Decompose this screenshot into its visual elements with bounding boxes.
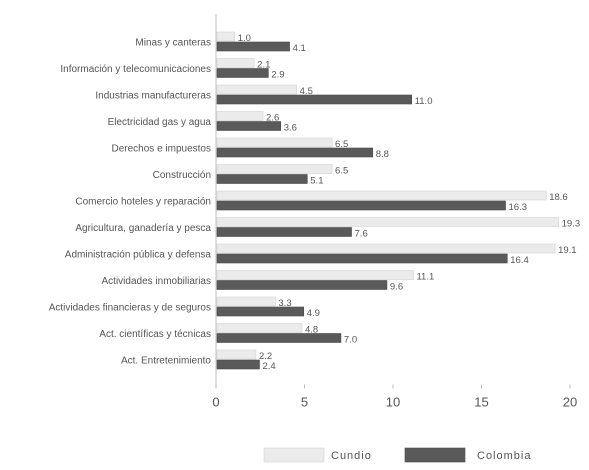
data-label-colombia: 8.8 [376,149,389,160]
bar-colombia [216,68,269,78]
category-label: Agricultura, ganadería y pesca [75,223,211,234]
data-label-colombia: 2.9 [271,70,284,81]
data-label-cundio: 19.3 [562,219,581,230]
category-label: Actividades financieras y de seguros [49,303,211,314]
category-label: Administración pública y defensa [65,250,212,261]
bar-cundio [216,270,414,280]
bar-cundio [216,31,236,42]
data-label-colombia: 7.0 [344,335,357,346]
bars-layer [216,31,559,370]
labels-layer: Minas y canteras 1.0 4.1 Información y tele… [49,33,580,372]
data-label-cundio: 18.6 [549,192,568,203]
category-label: Información y telecomunicaciones [60,64,211,75]
bar-colombia [216,306,305,317]
data-label-colombia: 16.3 [509,202,528,213]
data-label-colombia: 11.0 [415,96,433,107]
data-label-cundio: 2.1 [257,60,270,71]
legend-item-colombia-swatch [404,447,466,463]
data-label-cundio: 3.3 [278,298,291,309]
bar-cundio [216,111,264,121]
category-label: Industrias manufactureras [95,91,211,102]
data-label-cundio: 2.2 [259,351,272,362]
bar-colombia [216,200,506,211]
data-label-cundio: 4.5 [300,86,313,97]
category-label: Comercio hoteles y reparación [75,197,211,208]
legend-item-colombia-label: Colombia [477,450,531,462]
bar-colombia [216,94,412,105]
bar-colombia [216,333,342,343]
category-label: Derechos e impuestos [112,144,212,155]
category-label: Act. Entretenimiento [121,356,211,367]
data-label-cundio: 19.1 [558,245,577,256]
x-tick-label: 5 [301,395,308,410]
x-tick-label: 15 [474,395,488,410]
category-label: Actividades inmobiliarias [102,276,212,287]
data-label-cundio: 4.8 [305,325,318,336]
bar-cundio [216,84,297,95]
data-label-colombia: 4.1 [293,43,306,54]
bar-colombia [216,121,282,131]
bar-cundio [216,349,257,360]
legend-item-cundio-label: Cundio [331,450,372,462]
bar-cundio [216,190,547,201]
bar-cundio [216,323,303,333]
bar-colombia [216,253,508,264]
x-tick-label: 10 [386,395,400,410]
data-label-cundio: 2.6 [266,113,279,124]
data-label-cundio: 6.5 [335,166,348,177]
category-label: Minas y canteras [135,38,211,49]
data-label-cundio: 6.5 [335,139,348,150]
bar-cundio [216,164,333,174]
data-label-cundio: 1.0 [238,33,251,44]
data-label-colombia: 4.9 [307,308,320,319]
x-tick-label: 0 [212,395,219,410]
category-label: Electricidad gas y agua [108,117,212,128]
bar-colombia [216,280,388,290]
category-label: Construcción [153,170,211,181]
bar-colombia [216,359,260,370]
bar-cundio [216,296,276,307]
data-label-colombia: 3.6 [284,123,297,134]
x-tick-label: 20 [563,395,577,410]
category-label: Act. científicas y técnicas [99,329,211,340]
data-label-cundio: 11.1 [416,272,434,283]
bar-cundio [216,58,255,68]
data-label-colombia: 2.4 [262,361,275,372]
axis-layer: 0 5 10 15 20 [212,14,577,410]
bar-colombia [216,227,352,237]
bar-cundio [216,243,556,254]
data-label-colombia: 9.6 [390,282,403,293]
data-label-colombia: 5.1 [310,176,323,187]
bar-cundio [216,137,333,148]
bar-colombia [216,174,308,184]
bar-colombia [216,41,290,52]
bar-colombia [216,147,374,158]
legend-item-cundio-swatch [263,447,325,463]
bar-cundio [216,217,559,227]
legend: Cundio Colombia [263,447,531,463]
data-label-colombia: 7.6 [355,229,368,240]
data-label-colombia: 16.4 [510,255,529,266]
